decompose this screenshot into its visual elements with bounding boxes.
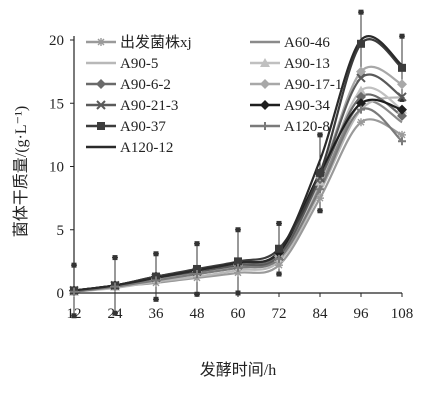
data-point xyxy=(193,264,201,273)
error-bar-end-marker xyxy=(399,33,405,39)
y-tick-label: 20 xyxy=(49,33,64,49)
data-point xyxy=(316,185,324,194)
data-point xyxy=(316,168,324,177)
legend-item: A90-6-2 xyxy=(86,77,171,93)
y-axis-label: 菌体干质量/(g·L⁻¹) xyxy=(12,106,30,237)
legend-marker xyxy=(261,122,269,130)
x-tick-label: 84 xyxy=(313,306,329,322)
error-bar-end-marker xyxy=(194,291,200,297)
error-bar-end-marker xyxy=(276,220,282,226)
data-point xyxy=(275,254,283,263)
data-point xyxy=(193,270,201,279)
data-point xyxy=(397,92,407,102)
legend-label: A120-12 xyxy=(120,140,173,156)
error-bar-end-marker xyxy=(276,271,282,277)
x-axis-label: 发酵时间/h xyxy=(200,361,276,379)
data-point xyxy=(316,194,324,203)
data-point xyxy=(397,79,407,90)
y-tick-label: 0 xyxy=(57,286,65,302)
legend-label: A90-37 xyxy=(120,119,166,135)
data-point xyxy=(397,110,407,121)
error-bar-end-marker xyxy=(194,241,200,247)
legend-item: 出发菌株xj xyxy=(86,34,192,51)
legend-item: A90-13 xyxy=(250,56,330,72)
legend-item: A90-37 xyxy=(86,119,166,135)
data-point xyxy=(357,39,365,48)
legend-label: A90-6-2 xyxy=(120,77,171,93)
legend-label: A90-17-1 xyxy=(284,77,342,93)
data-point xyxy=(356,98,366,109)
legend-marker xyxy=(260,58,270,67)
data-point xyxy=(398,137,406,146)
legend-marker xyxy=(260,100,270,110)
series-line-A90-5 xyxy=(73,95,403,293)
legend-item: A120-8 xyxy=(250,119,330,135)
error-bar-end-marker xyxy=(317,132,323,138)
legend-label: 出发菌株xj xyxy=(120,34,192,51)
series-line-A120-12 xyxy=(73,35,403,292)
data-point xyxy=(234,268,242,277)
legend-item: A90-21-3 xyxy=(86,98,178,114)
data-point xyxy=(356,73,366,83)
legend-item: A90-5 xyxy=(86,56,158,72)
data-point xyxy=(357,105,365,114)
error-bar-end-marker xyxy=(358,9,364,15)
data-point xyxy=(356,91,366,102)
error-bar-end-marker xyxy=(112,310,118,316)
x-tick-label: 48 xyxy=(190,306,205,322)
y-tick-label: 5 xyxy=(57,223,65,239)
legend-label: A60-46 xyxy=(284,35,330,51)
series-line-A120-8 xyxy=(73,107,403,293)
error-bar-end-marker xyxy=(235,227,241,233)
error-bar-end-marker xyxy=(317,208,323,214)
legend-label: A90-34 xyxy=(284,98,330,114)
data-point xyxy=(398,63,406,72)
error-bar-end-marker xyxy=(153,251,159,257)
data-point xyxy=(70,287,78,296)
data-point xyxy=(111,282,119,291)
error-bar-end-marker xyxy=(71,262,77,268)
legend-item: A90-34 xyxy=(250,98,330,114)
legend-label: A90-5 xyxy=(120,56,158,72)
legend: 出发菌株xj A60-46 A90-5 A90-13 A90-6-2 A90-17-1 A9… xyxy=(86,34,342,156)
error-bar-end-marker xyxy=(112,255,118,261)
data-point xyxy=(152,276,160,285)
legend-marker xyxy=(97,122,105,130)
y-tick-label: 15 xyxy=(49,96,64,112)
data-point xyxy=(397,104,407,115)
data-point xyxy=(356,85,366,95)
y-tick-label: 10 xyxy=(49,160,64,176)
data-point xyxy=(234,263,242,272)
data-point xyxy=(234,257,242,266)
data-point xyxy=(398,130,406,139)
data-point xyxy=(275,261,283,270)
error-bar-end-marker xyxy=(153,296,159,302)
series-markers xyxy=(69,39,407,297)
legend-label: A90-13 xyxy=(284,56,330,72)
error-bar-end-marker xyxy=(71,313,77,319)
legend-marker xyxy=(96,100,106,110)
x-tick-label: 96 xyxy=(354,306,370,322)
axes: 122436486072849610805101520 xyxy=(49,33,413,322)
legend-item: A90-17-1 xyxy=(250,77,342,93)
data-point xyxy=(357,118,365,127)
legend-item: A120-12 xyxy=(86,140,173,156)
error-bar-end-marker xyxy=(235,290,241,296)
x-tick-label: 108 xyxy=(391,306,414,322)
legend-marker xyxy=(96,79,106,89)
x-tick-label: 60 xyxy=(231,306,246,322)
legend-marker xyxy=(97,38,105,46)
legend-label: A90-21-3 xyxy=(120,98,178,114)
legend-marker xyxy=(260,79,270,89)
data-point xyxy=(275,244,283,253)
x-tick-label: 72 xyxy=(272,306,287,322)
error-bar-end-marker xyxy=(399,96,405,102)
legend-label: A120-8 xyxy=(284,119,330,135)
x-tick-label: 36 xyxy=(149,306,165,322)
legend-item: A60-46 xyxy=(250,35,330,51)
